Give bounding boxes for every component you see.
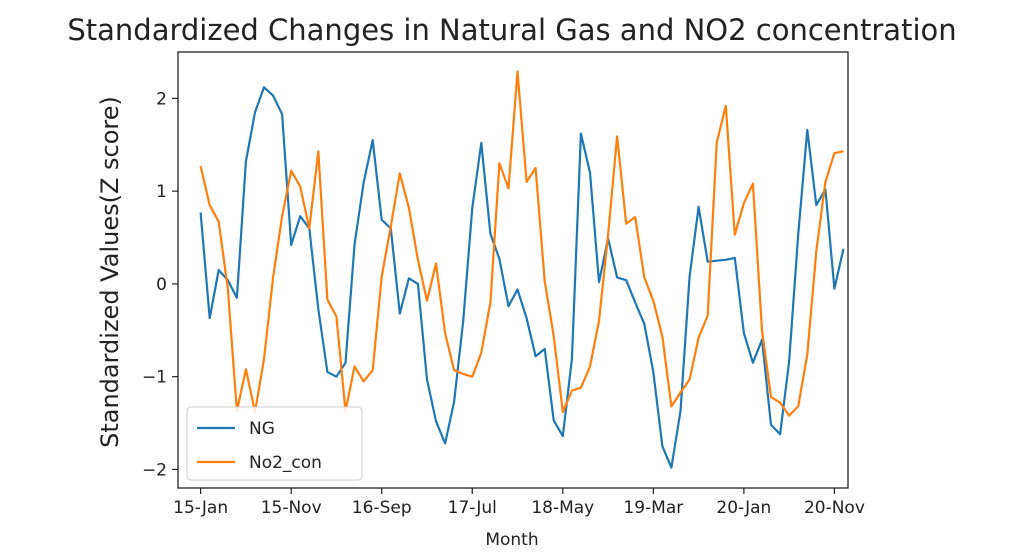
x-tick-label: 15-Nov (261, 498, 322, 518)
x-tick-label: 19-Mar (623, 498, 683, 518)
y-tick-label: 0 (156, 275, 167, 295)
series-line-no2-con (199, 70, 844, 417)
y-tick-label: 2 (156, 89, 167, 109)
x-tick-label: 18-May (531, 498, 594, 518)
legend: NG No2_con (186, 406, 363, 481)
legend-label: No2_con (249, 453, 322, 473)
x-tick-label: 16-Sep (352, 498, 412, 518)
y-tick-label: 1 (156, 182, 167, 202)
x-axis-label: Month (485, 530, 538, 550)
x-tick-label: 20-Jan (716, 498, 771, 518)
y-tick-label: −2 (142, 460, 167, 480)
x-tick-label: 17-Jul (448, 498, 497, 518)
legend-label: NG (249, 419, 275, 439)
x-tick-label: 20-Nov (804, 498, 865, 518)
y-axis-label: Standardized Values(Z score) (96, 96, 124, 448)
chart-title: Standardized Changes in Natural Gas and … (67, 13, 956, 47)
plot-frame (177, 51, 849, 489)
x-tick-label: 15-Jan (173, 498, 228, 518)
y-tick-label: −1 (142, 368, 167, 388)
